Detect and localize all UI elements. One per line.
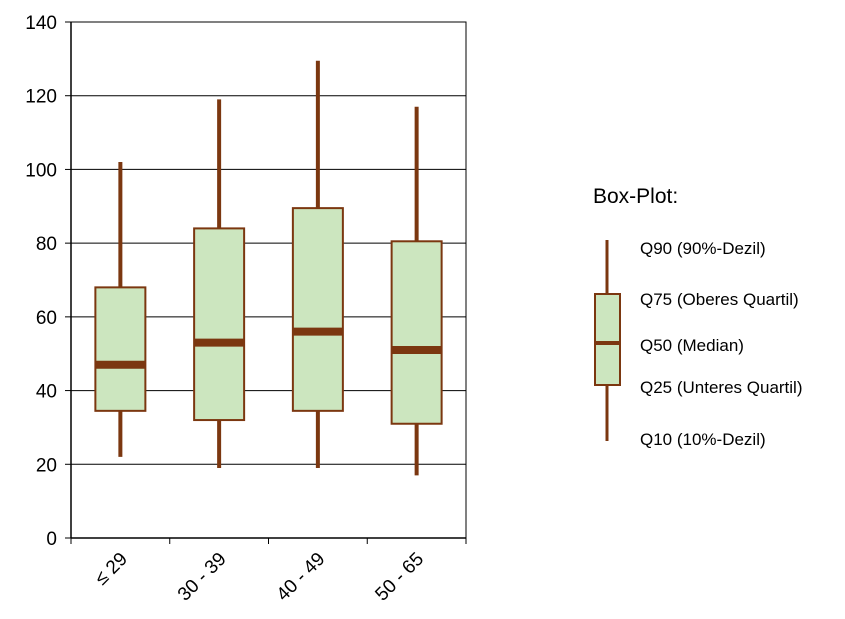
box-group [291, 60, 344, 468]
box-group [193, 99, 246, 468]
box-plot-series [94, 60, 443, 476]
legend-q90-label: Q90 (90%-Dezil) [640, 239, 766, 258]
box [94, 286, 147, 412]
y-tick-label: 40 [36, 382, 57, 403]
x-axis-ticks: ≤ 29 30 - 39 40 - 49 50 - 65 [70, 538, 467, 606]
legend-q50-label: Q50 (Median) [640, 336, 744, 355]
box [291, 207, 344, 412]
y-tick-label: 120 [25, 87, 57, 108]
y-axis-ticks: 0 20 40 60 80 100 120 140 [25, 13, 71, 550]
legend-q75-label: Q75 (Oberes Quartil) [640, 290, 799, 309]
y-tick-label: 100 [25, 160, 57, 181]
y-tick-label: 80 [36, 234, 57, 255]
y-tick-label: 140 [25, 13, 57, 34]
x-tick-label: ≤ 29 [91, 549, 132, 590]
box [193, 227, 246, 422]
legend-box [594, 293, 621, 386]
legend: Box-Plot: Q90 (90%-Dezil) Q75 (Oberes Qu… [593, 185, 803, 449]
x-tick-label: 50 - 65 [371, 549, 428, 606]
legend-q25-label: Q25 (Unteres Quartil) [640, 378, 803, 397]
y-tick-label: 0 [46, 529, 57, 550]
box-group [94, 162, 147, 457]
box-group [390, 106, 443, 476]
box [390, 240, 443, 425]
legend-q10-label: Q10 (10%-Dezil) [640, 430, 766, 449]
y-tick-label: 20 [36, 455, 57, 476]
x-tick-label: 30 - 39 [174, 549, 231, 606]
y-tick-label: 60 [36, 308, 57, 329]
x-tick-label: 40 - 49 [273, 549, 330, 606]
legend-title: Box-Plot: [593, 185, 678, 208]
